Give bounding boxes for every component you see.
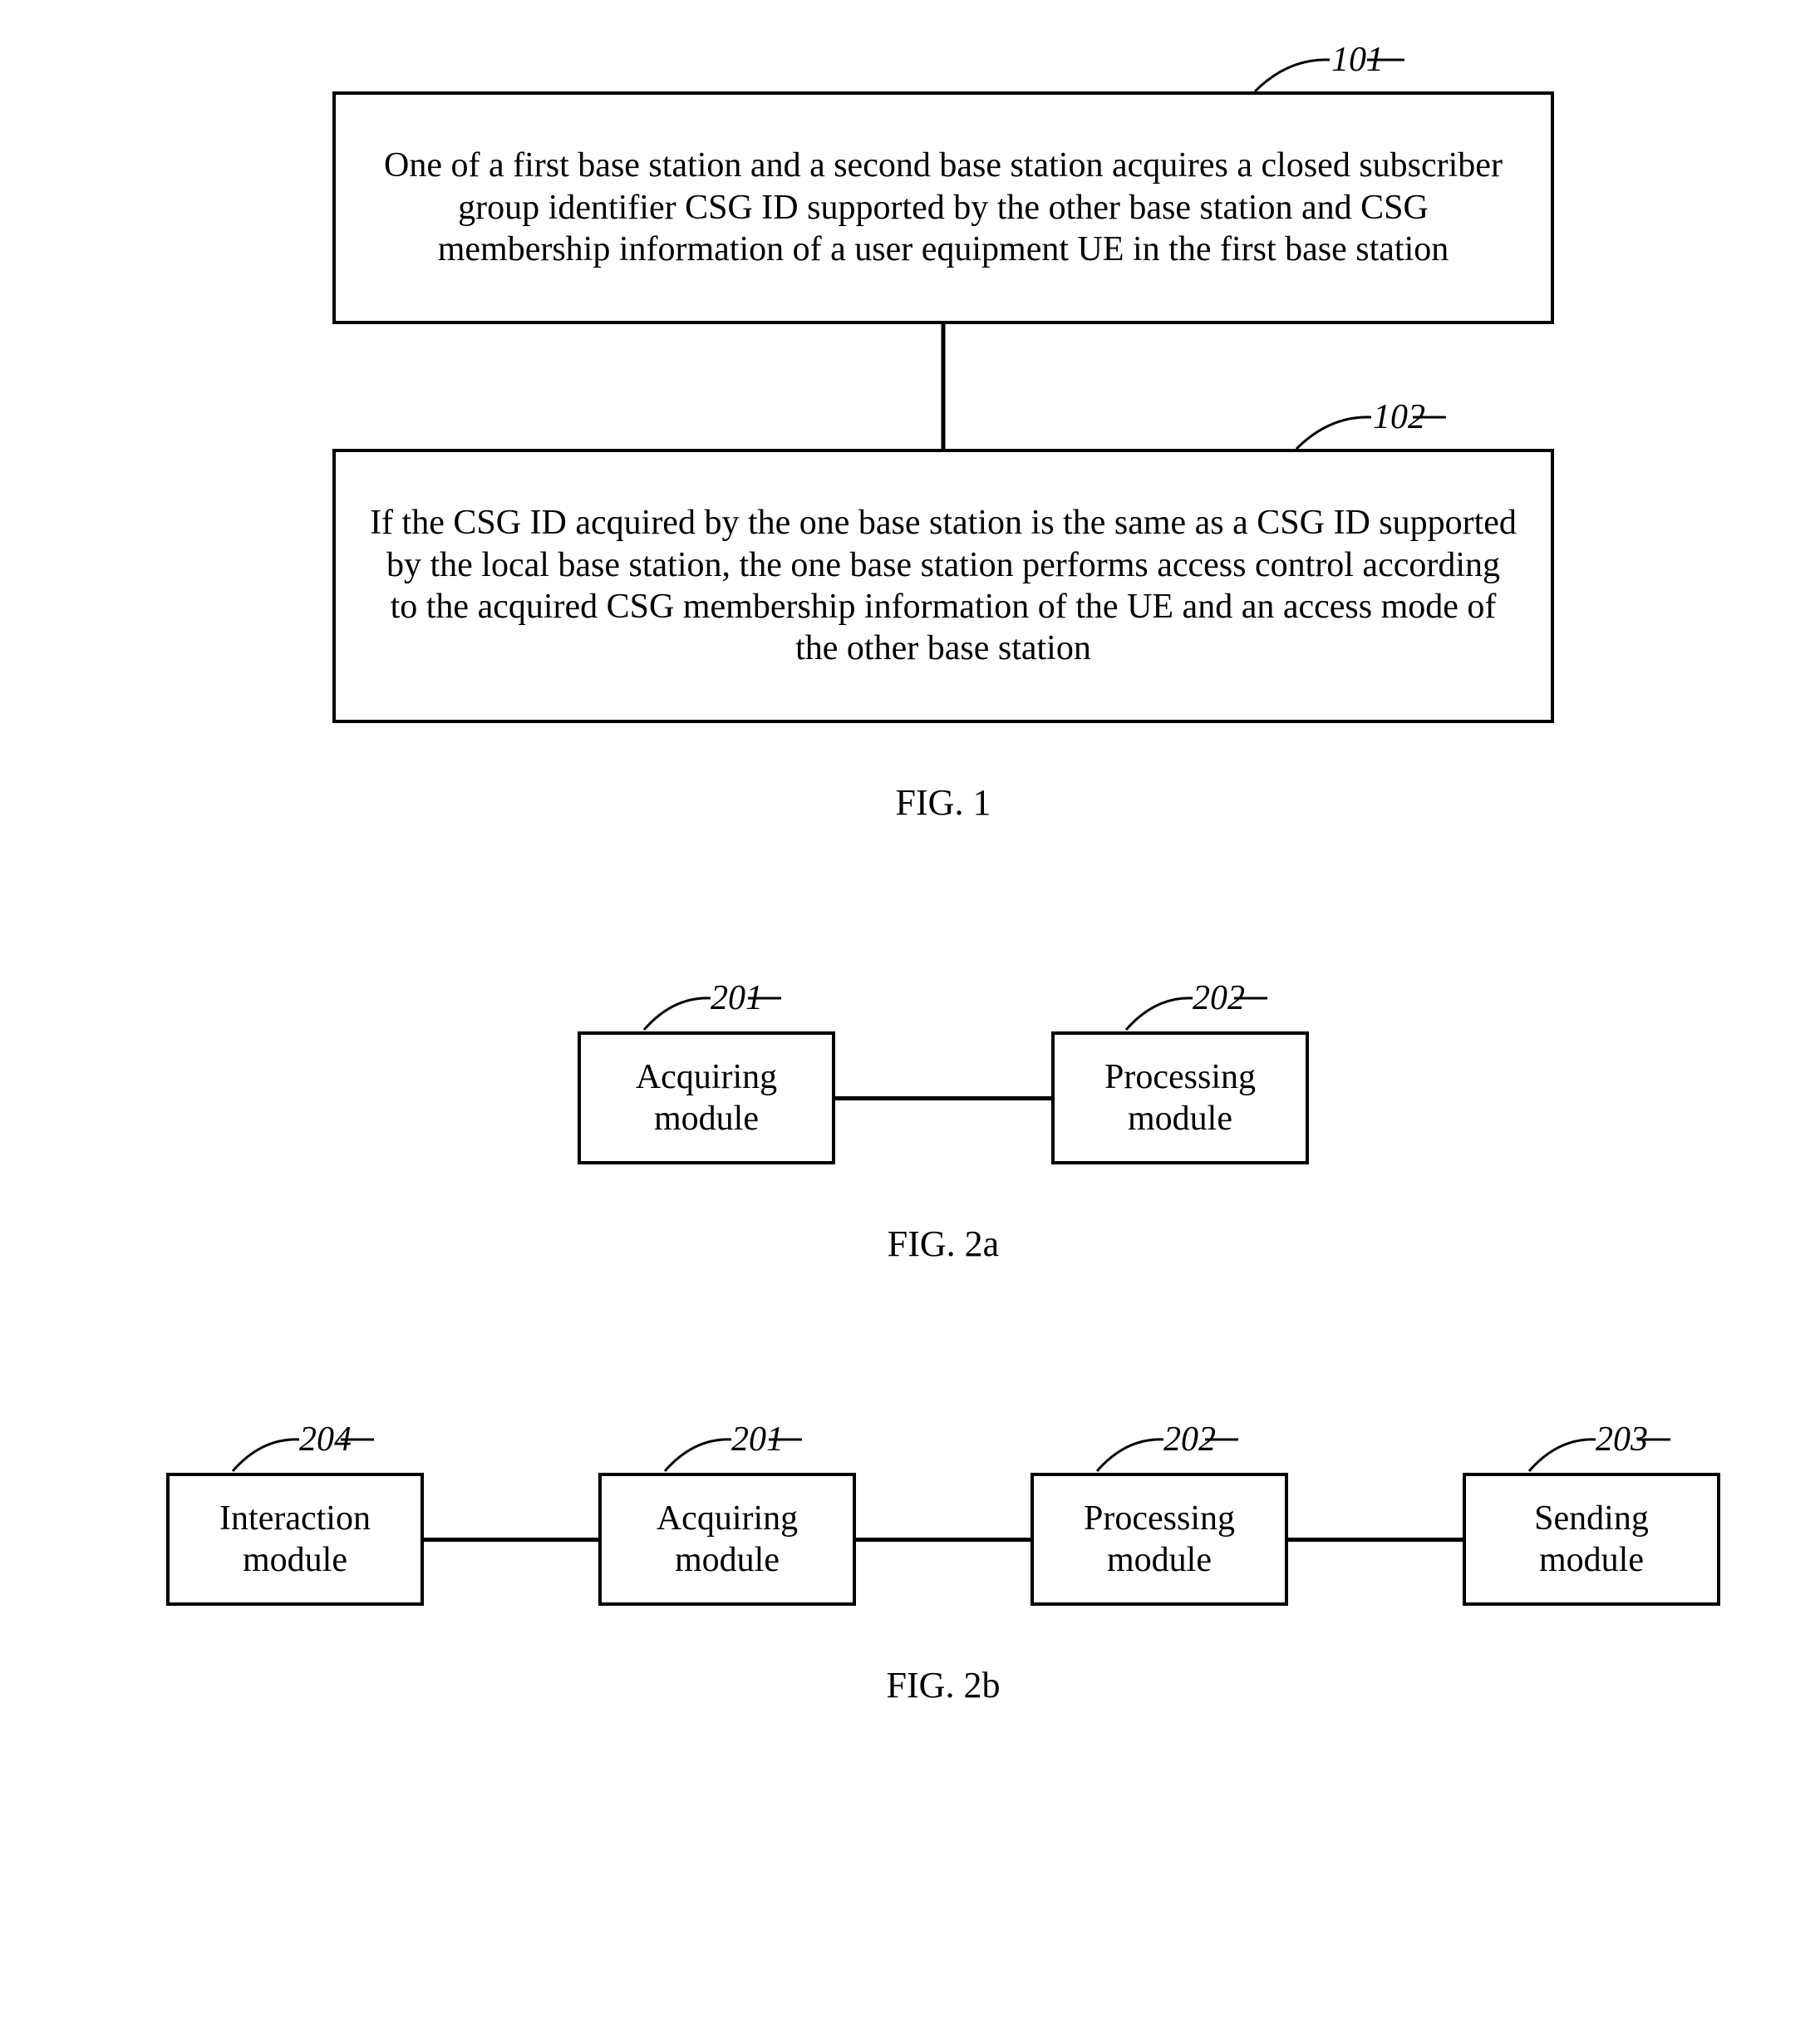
ref-201-a: 201	[711, 978, 763, 1018]
callout-101: 101	[1238, 42, 1404, 91]
callout-203: 203	[1513, 1421, 1679, 1471]
callout-201-a: 201	[627, 980, 794, 1030]
flow-box-102: If the CSG ID acquired by the one base s…	[332, 449, 1554, 723]
ref-202-a: 202	[1193, 978, 1245, 1018]
module-box-interaction: Interaction module	[166, 1473, 424, 1606]
figure-2b: 204 Interaction module 201 Acquiring mod…	[33, 1415, 1820, 1706]
connector-201-202-a	[835, 1096, 1051, 1100]
ref-204: 204	[299, 1420, 352, 1459]
module-box-sending-text: Sending module	[1499, 1498, 1684, 1582]
ref-202-b: 202	[1163, 1420, 1216, 1459]
module-box-sending: Sending module	[1463, 1473, 1720, 1606]
module-box-acquiring-a-text: Acquiring module	[614, 1056, 799, 1140]
figure-2a-caption: FIG. 2a	[33, 1223, 1820, 1265]
figure-2a: 201 Acquiring module 202 Processing modu…	[33, 973, 1820, 1265]
figure-1-caption: FIG. 1	[33, 781, 1820, 824]
ref-201-b: 201	[731, 1420, 784, 1459]
module-box-processing-a-text: Processing module	[1088, 1056, 1272, 1140]
ref-102: 102	[1373, 397, 1425, 437]
module-box-processing-a: Processing module	[1051, 1031, 1309, 1164]
module-box-interaction-text: Interaction module	[203, 1498, 387, 1582]
callout-202-a: 202	[1109, 980, 1276, 1030]
connector-202-203	[1288, 1538, 1463, 1542]
module-box-processing-b: Processing module	[1031, 1473, 1288, 1606]
callout-202-b: 202	[1080, 1421, 1247, 1471]
connector-204-201	[424, 1538, 598, 1542]
connector-201-202-b	[856, 1538, 1031, 1542]
flow-box-101: One of a first base station and a second…	[332, 91, 1554, 324]
module-box-processing-b-text: Processing module	[1067, 1498, 1252, 1582]
figure-1: 101 One of a first base station and a se…	[33, 50, 1820, 824]
module-box-acquiring-b: Acquiring module	[598, 1473, 856, 1606]
figure-2b-caption: FIG. 2b	[33, 1664, 1820, 1706]
connector-101-102	[942, 324, 946, 449]
callout-201-b: 201	[648, 1421, 814, 1471]
module-box-acquiring-b-text: Acquiring module	[635, 1498, 819, 1582]
flow-box-102-text: If the CSG ID acquired by the one base s…	[369, 502, 1517, 670]
module-box-acquiring-a: Acquiring module	[578, 1031, 835, 1164]
callout-204: 204	[216, 1421, 382, 1471]
flow-box-101-text: One of a first base station and a second…	[369, 145, 1517, 270]
ref-101: 101	[1331, 40, 1384, 80]
ref-203: 203	[1596, 1420, 1648, 1459]
callout-102: 102	[1280, 399, 1446, 449]
